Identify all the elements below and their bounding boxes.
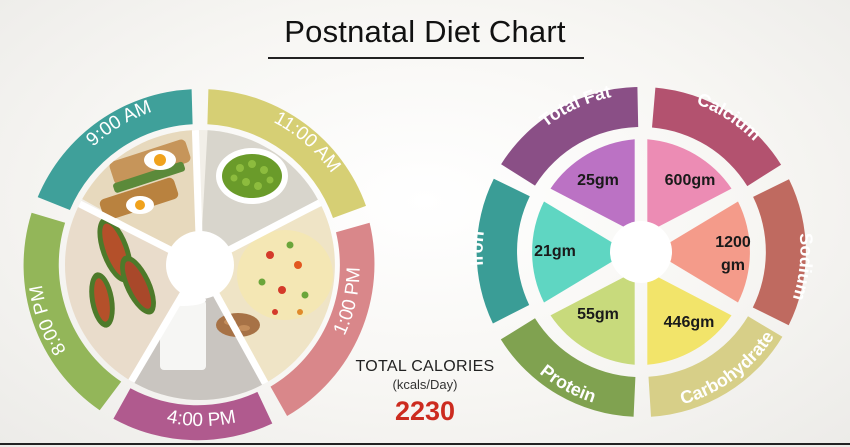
svg-text:Iron: Iron (466, 230, 487, 267)
ring-segment-11am (207, 89, 366, 218)
nutrient-name: Iron (466, 230, 487, 267)
wheel-hub (166, 231, 234, 299)
nutrient-sector-sodium (654, 201, 750, 303)
nutrient-value-line2: gm (721, 257, 745, 274)
nutrient-value-line1: 1200 (715, 234, 751, 251)
ring-segment-8pm (23, 212, 122, 411)
title-underline (268, 57, 584, 59)
nutrient-value: 55gm (577, 306, 619, 323)
nutrient-sector-protein (550, 271, 635, 365)
nutrient-sector-carbohydrate (647, 271, 732, 365)
meal-time-wheel: 9:00 AM 11:00 AM 1:00 PM 4:00 PM 8:00 PM (23, 89, 375, 441)
nutrient-value: 25gm (577, 172, 619, 189)
nutrient-value: 600gm (665, 172, 716, 189)
nutrient-value: 21gm (534, 243, 576, 260)
bottom-border (0, 443, 850, 445)
nutrient-wheel: 25gm 600gm 1200 gm 446gm 55gm 21gm Total… (466, 81, 817, 417)
total-calories-label: TOTAL CALORIES (355, 358, 495, 375)
ring-segment-4pm (113, 388, 273, 441)
ring-segment-carbohydrate (648, 316, 783, 417)
ring-segment-calcium (652, 87, 782, 187)
total-calories-value: 2230 (394, 396, 456, 426)
ring-segment-1pm (270, 222, 375, 416)
nutrient-sector-iron (532, 201, 628, 303)
nutrient-sector-calcium (647, 139, 732, 233)
ring-segment-total-fat (501, 87, 639, 186)
svg-text:4:00 PM: 4:00 PM (165, 406, 237, 431)
total-calories-unit: (kcals/Day) (392, 377, 458, 392)
meal-time-label: 4:00 PM (165, 406, 237, 431)
wheel-hub (610, 221, 672, 283)
ring-segment-protein (500, 318, 636, 417)
nutrient-sector-total-fat (550, 139, 635, 233)
ring-segment-sodium (752, 179, 806, 326)
page-title: Postnatal Diet Chart (284, 14, 566, 49)
nutrient-value: 446gm (664, 314, 715, 331)
ring-segment-9am (37, 89, 193, 210)
ring-segment-iron (476, 178, 530, 324)
total-calories-block: TOTAL CALORIES (kcals/Day) 2230 (340, 358, 510, 427)
